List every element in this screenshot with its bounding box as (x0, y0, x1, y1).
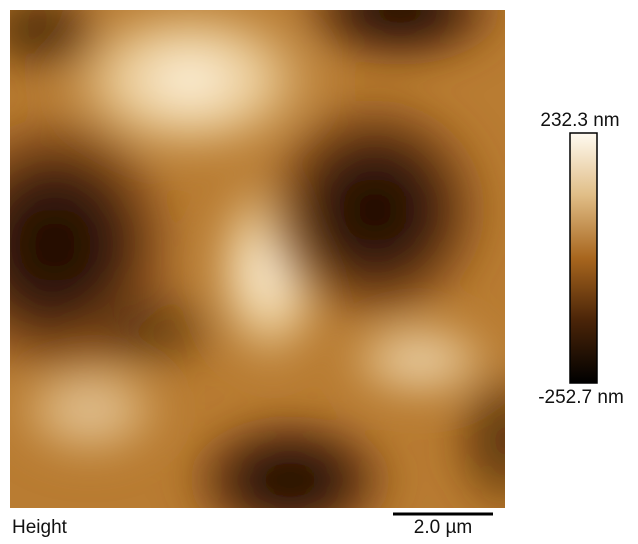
height-map (0, 0, 565, 539)
colorbar (570, 133, 597, 383)
scale-bar-label: 2.0 µm (414, 517, 472, 538)
channel-label: Height (12, 517, 68, 538)
surface-feature (445, 360, 565, 520)
surface-feature (70, 280, 230, 380)
afm-figure: 232.3 nm -252.7 nm Height 2.0 µm (0, 0, 638, 539)
colorbar-max-label: 232.3 nm (540, 110, 619, 131)
colorbar-min-label: -252.7 nm (538, 387, 624, 408)
surface-feature (255, 90, 495, 330)
